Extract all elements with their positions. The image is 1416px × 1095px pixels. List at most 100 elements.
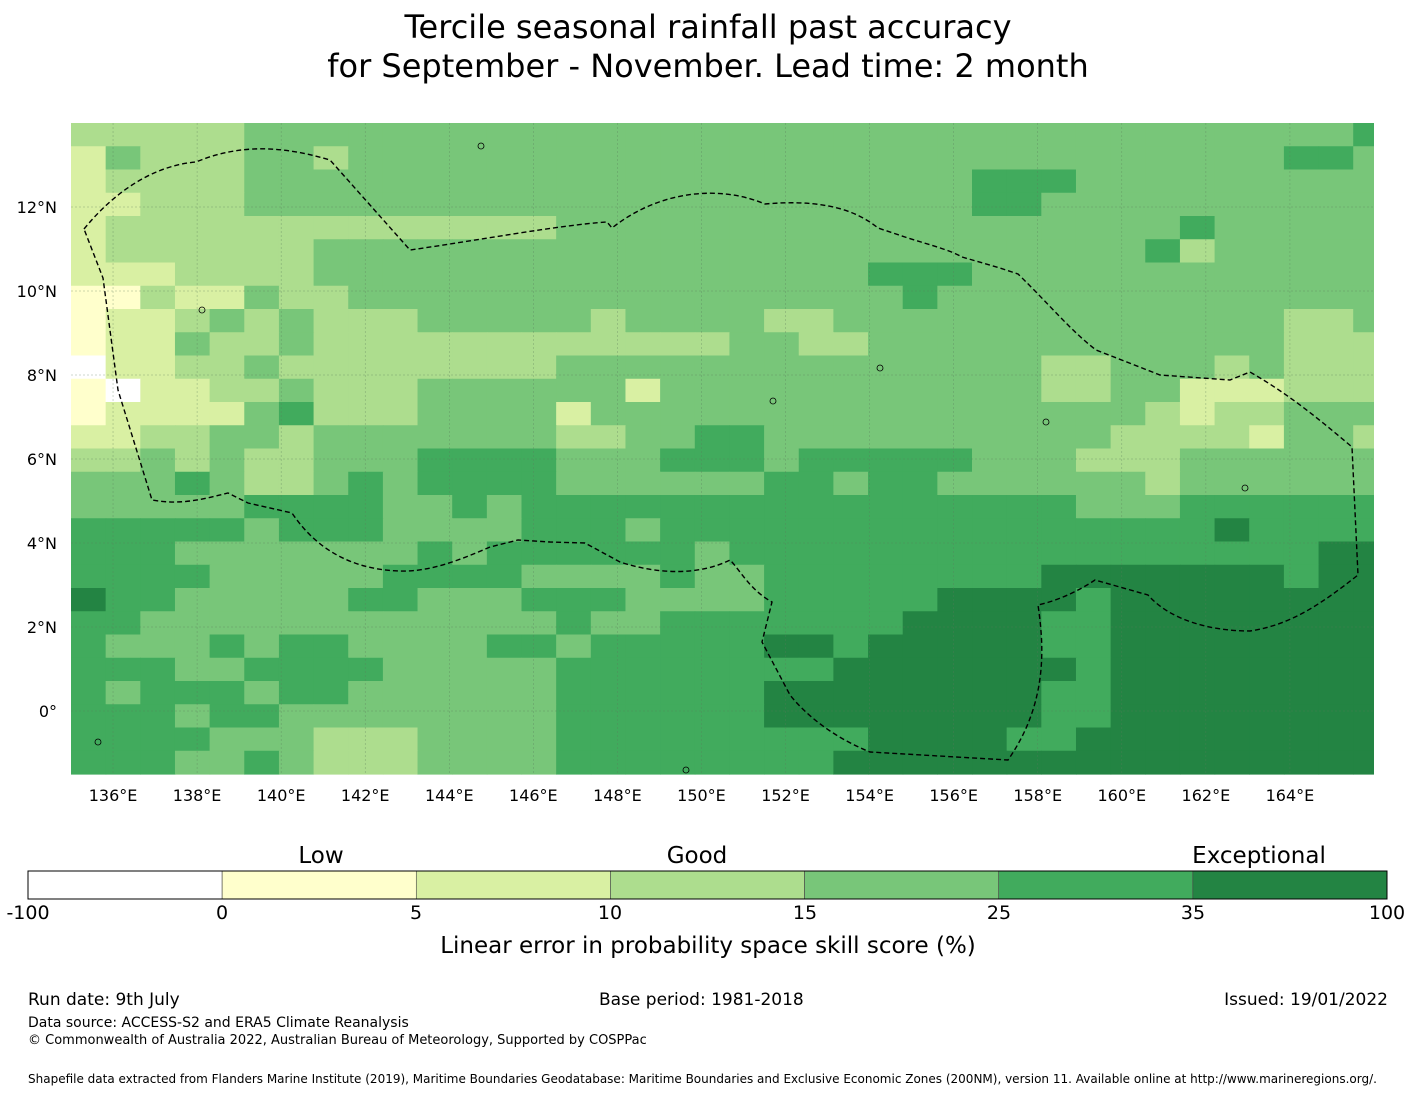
grid-cell (278, 727, 315, 752)
legend-category-exceptional: Exceptional (1192, 843, 1326, 869)
grid-cell (660, 216, 696, 240)
grid-cell (382, 262, 419, 287)
grid-cell (209, 146, 245, 171)
grid-cell (313, 588, 349, 612)
grid-cell (972, 634, 1008, 659)
grid-cell (1006, 262, 1042, 287)
grid-cell (521, 448, 557, 473)
grid-cell (798, 169, 834, 194)
grid-cell (105, 588, 141, 612)
grid-cell (382, 611, 419, 636)
grid-cell (660, 123, 696, 147)
grid-cell (1041, 146, 1077, 171)
grid-cell (209, 216, 245, 240)
grid-cell (1006, 750, 1042, 775)
grid-cell (1145, 192, 1181, 217)
grid-cell (868, 518, 904, 543)
grid-cell (1179, 355, 1216, 380)
grid-cell (660, 309, 696, 333)
grid-cell (348, 704, 384, 729)
grid-cell (382, 564, 419, 589)
grid-cell (937, 448, 973, 473)
grid-cell (902, 495, 938, 519)
grid-cell (278, 169, 315, 194)
grid-cell (798, 681, 834, 705)
grid-cell (1075, 588, 1112, 612)
grid-cell (1110, 239, 1146, 264)
grid-cell (764, 495, 800, 519)
grid-cell (1214, 471, 1250, 496)
grid-cell (1214, 378, 1250, 403)
grid-cell (868, 611, 904, 636)
grid-cell (105, 448, 141, 473)
grid-cell (1041, 355, 1077, 380)
grid-cell (1353, 518, 1374, 543)
grid-cell (1283, 285, 1320, 310)
grid-cell (140, 495, 176, 519)
grid-cell (833, 262, 869, 287)
grid-cell (902, 727, 938, 752)
grid-cell (486, 332, 523, 357)
grid-cell (833, 425, 869, 450)
longitude-labels: 136°E 138°E 140°E 142°E 144°E 146°E 148°E 150°E… (89, 786, 1315, 805)
grid-cell (1110, 727, 1146, 752)
grid-cell (105, 402, 141, 426)
grid-cell (244, 588, 280, 612)
grid-cell (486, 216, 523, 240)
grid-cell (1041, 285, 1077, 310)
grid-cell (71, 750, 107, 775)
grid-cell (1110, 262, 1146, 287)
grid-cell (521, 471, 557, 496)
grid-cell (729, 378, 765, 403)
grid-cell (174, 611, 211, 636)
grid-cell (556, 657, 592, 682)
grid-cell (1179, 239, 1216, 264)
grid-cell (1075, 704, 1112, 729)
grid-cell (660, 588, 696, 612)
grid-cell (694, 564, 731, 589)
lon-tick-label: 142°E (341, 786, 390, 805)
grid-cell (278, 332, 315, 357)
grid-cell (972, 169, 1008, 194)
grid-cell (174, 541, 211, 566)
grid-cell (105, 123, 141, 147)
grid-cell (833, 123, 869, 147)
grid-cell (278, 611, 315, 636)
grid-cell (1353, 681, 1374, 705)
grid-cell (1179, 681, 1216, 705)
grid-cell (313, 471, 349, 496)
grid-cell (348, 634, 384, 659)
grid-cell (902, 657, 938, 682)
grid-cell (1214, 309, 1250, 333)
grid-cell (1283, 588, 1320, 612)
grid-cell (972, 285, 1008, 310)
grid-cell (521, 634, 557, 659)
grid-cell (71, 448, 107, 473)
grid-cell (1041, 541, 1077, 566)
grid-cell (1214, 239, 1250, 264)
grid-cell (174, 681, 211, 705)
colorbar-segment (415, 870, 611, 900)
grid-cell (556, 123, 592, 147)
grid-cell (1249, 262, 1285, 287)
grid-cell (729, 285, 765, 310)
grid-cell (105, 192, 141, 217)
grid-cell (833, 634, 869, 659)
grid-cell (764, 192, 800, 217)
grid-cell (1179, 146, 1216, 171)
grid-cell (417, 192, 453, 217)
grid-cell (348, 727, 384, 752)
grid-cell (313, 727, 349, 752)
lon-tick-label: 156°E (929, 786, 978, 805)
grid-cell (417, 355, 453, 380)
grid-cell (209, 541, 245, 566)
grid-cell (1179, 634, 1216, 659)
grid-cell (1353, 123, 1374, 147)
grid-cell (1179, 216, 1216, 240)
grid-cell (1145, 588, 1181, 612)
grid-cell (833, 657, 869, 682)
grid-cell (937, 262, 973, 287)
grid-cell (486, 425, 523, 450)
grid-cell (209, 564, 245, 589)
grid-cell (764, 378, 800, 403)
